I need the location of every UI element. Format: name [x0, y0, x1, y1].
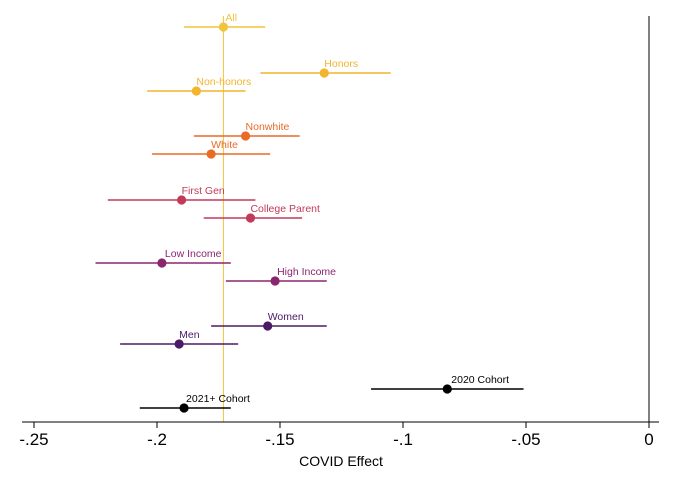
point-label: Men [179, 329, 200, 341]
coefficient-point: College Parent [203, 203, 320, 223]
point-label: All [225, 12, 237, 24]
point-estimate [191, 86, 201, 96]
coefficient-point: Women [211, 311, 327, 331]
x-ticks: -.25 -.2 -.15 -.1 -.05 0 [19, 422, 654, 449]
point-label: Honors [324, 58, 358, 70]
point-estimate [177, 195, 187, 205]
x-axis-title: COVID Effect [299, 453, 383, 469]
point-estimate [179, 403, 189, 413]
coefficient-point: Non-honors [147, 76, 251, 96]
x-axis: -.25 -.2 -.15 -.1 -.05 0 [19, 421, 659, 449]
x-tick-label: -.25 [19, 430, 48, 449]
coefficient-point: First Gen [107, 185, 256, 205]
point-estimate [240, 131, 251, 141]
point-label: First Gen [182, 185, 225, 197]
point-label: 2020 Cohort [451, 374, 509, 386]
point-estimate [263, 321, 273, 331]
x-tick-label: -.15 [265, 430, 294, 449]
coefficient-point: White [152, 139, 271, 159]
point-label: Women [268, 311, 304, 323]
coefficient-point: Honors [260, 58, 391, 78]
coefficient-point: Nonwhite [193, 121, 300, 141]
coefficient-point: All [184, 12, 266, 32]
point-estimate [157, 258, 167, 268]
x-tick-label: -.05 [511, 430, 540, 449]
x-tick-label: -.1 [393, 430, 413, 449]
point-label: High Income [277, 266, 336, 278]
x-tick-label: -.2 [147, 430, 167, 449]
point-label: White [211, 139, 238, 151]
coefficient-marks: All Honors Non-honors Nonwhite White First Ge… [95, 12, 524, 413]
coefficient-point: 2020 Cohort [371, 374, 524, 394]
point-estimate [174, 339, 184, 349]
point-estimate [218, 22, 229, 32]
coefficient-point: High Income [225, 266, 336, 286]
point-label: College Parent [250, 203, 320, 215]
x-tick-label: 0 [644, 430, 653, 449]
point-label: Non-honors [196, 76, 251, 88]
coefficient-point: Men [120, 329, 239, 349]
point-estimate [245, 213, 256, 223]
point-estimate [270, 276, 280, 286]
coefficient-point: Low Income [95, 248, 231, 268]
point-label: Low Income [165, 248, 222, 260]
coefficient-point: 2021+ Cohort [139, 393, 250, 413]
point-label: Nonwhite [246, 121, 290, 133]
point-estimate [442, 384, 452, 394]
point-estimate [319, 68, 329, 78]
point-estimate [206, 149, 216, 159]
reference-lines [222, 16, 650, 422]
point-label: 2021+ Cohort [186, 393, 250, 405]
